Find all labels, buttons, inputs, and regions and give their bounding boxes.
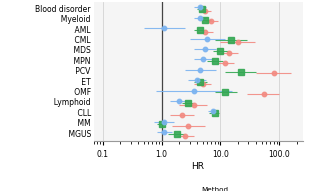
Legend: CPLD-CH, Barcode-CH, CPLDneg-CH: CPLD-CH, Barcode-CH, CPLDneg-CH	[125, 187, 305, 191]
X-axis label: HR: HR	[192, 162, 205, 171]
